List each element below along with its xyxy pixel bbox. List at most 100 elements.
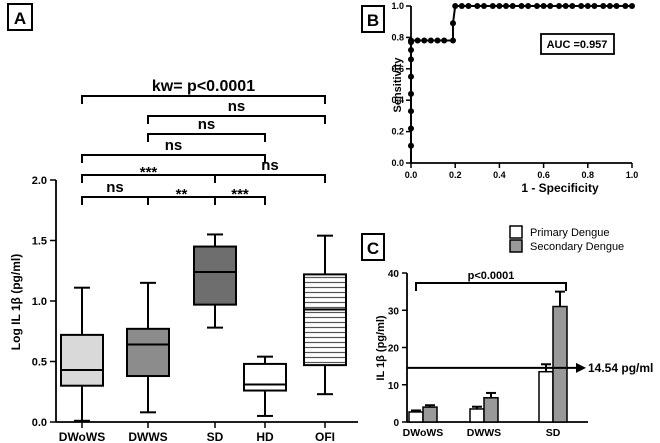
roc-point — [408, 125, 414, 132]
legend-swatch-primary — [509, 225, 523, 239]
b-x-tick-label: 0.4 — [493, 170, 506, 180]
sig-label: ns — [198, 116, 216, 133]
roc-point — [408, 37, 414, 44]
roc-point — [408, 108, 414, 115]
b-y-tick-label: 0.0 — [391, 158, 404, 168]
panel-a-letter: A — [14, 9, 26, 28]
b-x-tick-label: 1.0 — [626, 170, 639, 180]
box-sd — [193, 245, 237, 306]
panel-b-xlabel: 1 - Specificity — [521, 181, 599, 195]
roc-point — [408, 56, 414, 63]
roc-point — [503, 3, 510, 9]
a-x-tick-label: OFI — [315, 430, 335, 443]
auc-box — [540, 33, 615, 55]
roc-curve — [410, 5, 632, 163]
b-y-tick-label: 1.0 — [391, 1, 404, 11]
panel-a-badge — [7, 3, 33, 31]
sig-label: ns — [261, 157, 279, 174]
threshold-arrowhead — [576, 362, 586, 373]
sig-bracket — [81, 95, 326, 104]
roc-point — [480, 3, 487, 9]
sig-label: ns — [165, 137, 183, 154]
a-x-tick-label: HD — [256, 430, 274, 443]
roc-point — [591, 3, 598, 9]
sig-label: *** — [140, 164, 158, 181]
sig-bracket — [81, 196, 149, 205]
a-x-tick-label: SD — [207, 430, 224, 443]
panel-b: B Sensitivity 1 - Specificity 0.0 0.2 0.4 0… — [361, 1, 639, 195]
roc-point — [606, 3, 613, 9]
panel-c-sig-bracket — [415, 282, 567, 291]
roc-point — [556, 3, 563, 9]
panel-b-badge — [361, 5, 385, 33]
roc-point — [427, 37, 434, 44]
panel-a-ylabel: Log IL 1β (pg/ml) — [9, 254, 23, 350]
c-y-tick-label: 40 — [388, 269, 400, 280]
b-y-tick-label: 0.4 — [391, 95, 404, 105]
roc-point — [533, 3, 540, 9]
a-y-tick-label: 2.0 — [32, 175, 47, 187]
a-y-tick-label: 0.0 — [32, 417, 47, 429]
bar-secondary — [552, 305, 568, 423]
b-x-tick-label: 0.2 — [449, 170, 462, 180]
panel-b-letter: B — [367, 11, 379, 30]
sig-label: kw= p<0.0001 — [152, 78, 255, 95]
sig-bracket — [214, 174, 326, 183]
panel-a: A Log IL 1β (pg/ml) 0.0 0.5 1.0 1.5 2.0 DWoW… — [7, 3, 358, 443]
legend-swatch-secondary — [509, 239, 523, 253]
box-dwows — [60, 333, 104, 387]
sig-label: *** — [231, 186, 249, 203]
a-y-tick-label: 0.5 — [32, 357, 47, 369]
roc-point — [569, 3, 576, 9]
panel-c-letter: C — [367, 239, 379, 258]
roc-point — [458, 3, 465, 9]
legend-label-secondary: Secondary Dengue — [530, 241, 624, 253]
c-y-tick-label: 10 — [388, 381, 400, 392]
roc-point — [489, 3, 496, 9]
sig-bracket — [214, 196, 266, 205]
box-hd — [243, 362, 287, 392]
c-x-tick-label: DWoWS — [403, 427, 444, 439]
roc-point — [408, 46, 414, 53]
a-x-tick-label: DWoWS — [59, 430, 105, 443]
roc-point — [540, 3, 547, 9]
b-y-tick-label: 0.2 — [391, 127, 404, 137]
roc-point — [584, 3, 591, 9]
roc-point — [421, 37, 428, 44]
roc-point — [452, 3, 459, 9]
b-y-tick-label: 0.6 — [391, 64, 404, 74]
roc-point — [525, 3, 532, 9]
panel-c: C IL 1β (pg/ml) 0 10 20 30 40 DWoWS DWWS SD Pr… — [361, 225, 653, 439]
threshold-label: 14.54 pg/ml — [588, 361, 653, 375]
roc-point — [414, 37, 421, 44]
roc-point — [441, 37, 448, 44]
roc-point — [496, 3, 503, 9]
b-y-tick-label: 0.8 — [391, 32, 404, 42]
b-x-tick-label: 0.6 — [537, 170, 550, 180]
sig-label: ** — [176, 186, 188, 203]
roc-point — [562, 3, 569, 9]
bar-secondary — [483, 397, 499, 423]
b-x-tick-label: 0.0 — [405, 170, 418, 180]
roc-point — [449, 37, 456, 44]
legend-label-primary: Primary Dengue — [530, 227, 609, 239]
a-x-tick-label: DWWS — [128, 430, 167, 443]
box-ofi — [303, 273, 347, 367]
roc-point — [474, 3, 481, 9]
sig-bracket — [147, 133, 266, 142]
c-x-tick-label: DWWS — [467, 427, 501, 439]
roc-point — [613, 3, 620, 9]
box-dwws — [126, 327, 170, 378]
roc-point — [518, 3, 525, 9]
roc-point — [408, 142, 414, 149]
panel-c-badge — [361, 233, 385, 261]
roc-point — [547, 3, 554, 9]
sig-label: ns — [106, 179, 124, 196]
roc-point — [408, 90, 414, 97]
roc-point — [600, 3, 607, 9]
panel-c-sig-label: p<0.0001 — [468, 270, 515, 282]
sig-label: ns — [228, 98, 246, 115]
a-y-tick-label: 1.5 — [32, 236, 47, 248]
roc-point — [465, 3, 472, 9]
